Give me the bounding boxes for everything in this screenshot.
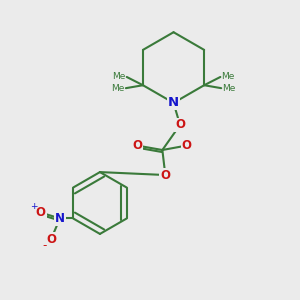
Text: Me: Me — [222, 84, 236, 93]
Text: N: N — [55, 212, 65, 225]
Text: Me: Me — [221, 73, 235, 82]
Text: +: + — [31, 202, 38, 211]
Text: O: O — [182, 139, 191, 152]
Text: -: - — [42, 239, 47, 252]
Text: N: N — [168, 96, 179, 110]
Text: O: O — [175, 118, 185, 131]
Text: Me: Me — [112, 84, 125, 93]
Text: O: O — [46, 232, 56, 246]
Text: O: O — [132, 139, 142, 152]
Text: O: O — [160, 169, 170, 182]
Text: Me: Me — [112, 73, 126, 82]
Text: O: O — [36, 206, 46, 219]
